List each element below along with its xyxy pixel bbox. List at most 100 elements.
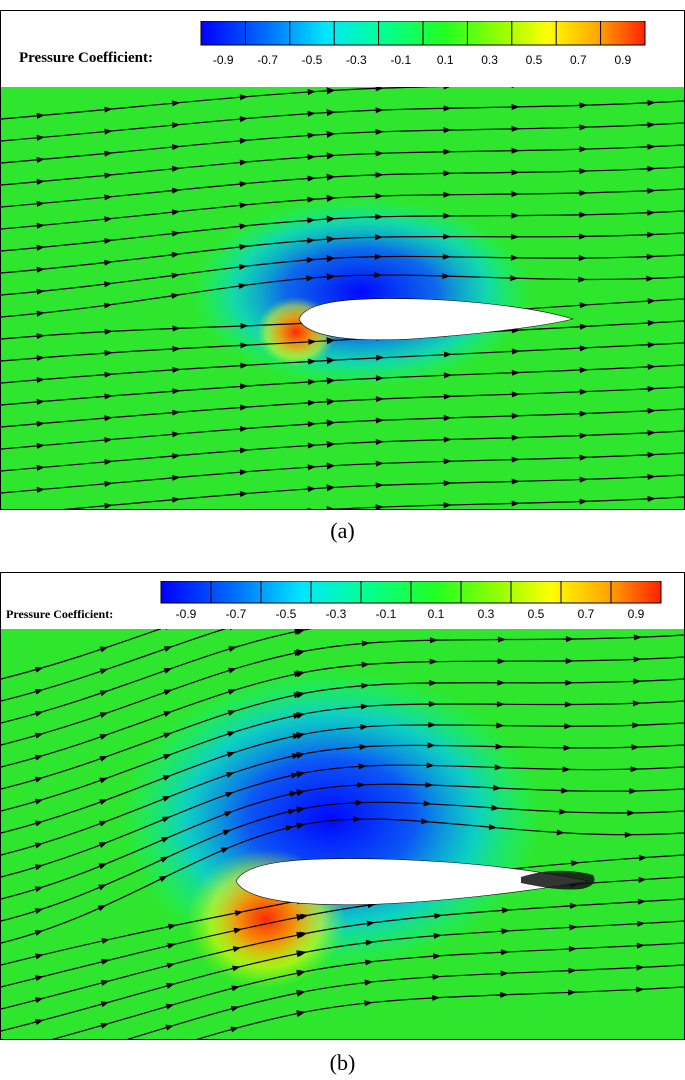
streamline-arrow bbox=[239, 181, 248, 188]
streamline bbox=[1, 144, 684, 186]
streamline-arrow bbox=[36, 310, 45, 317]
streamline-arrow bbox=[97, 905, 107, 912]
streamline-arrow bbox=[172, 100, 181, 107]
streamline-arrow bbox=[292, 733, 301, 740]
streamline-arrow bbox=[375, 107, 384, 114]
streamline-arrow bbox=[289, 791, 298, 798]
streamline-arrow bbox=[647, 320, 656, 326]
streamline-arrow bbox=[361, 640, 371, 647]
streamline-arrow bbox=[579, 146, 588, 153]
streamline-arrow bbox=[163, 711, 173, 717]
streamline-arrow bbox=[565, 636, 574, 643]
streamline-arrow bbox=[299, 931, 308, 938]
streamline-arrow bbox=[290, 772, 300, 779]
streamline-arrow bbox=[35, 997, 44, 1004]
streamline-arrow bbox=[647, 209, 656, 216]
streamline-arrow bbox=[104, 172, 113, 179]
streamline-arrow bbox=[166, 983, 175, 989]
colorbar-tick-label: 0.3 bbox=[481, 53, 498, 67]
streamline-arrow bbox=[443, 372, 452, 379]
streamline-arrow bbox=[433, 953, 442, 960]
streamline bbox=[1, 210, 684, 252]
streamline-arrow bbox=[443, 458, 452, 465]
streamline-arrow bbox=[293, 692, 303, 699]
colorbar-tick-label: -0.5 bbox=[301, 53, 323, 67]
streamline-arrow bbox=[488, 824, 498, 831]
streamline bbox=[1, 408, 684, 450]
streamline-arrow bbox=[239, 469, 249, 476]
streamline-arrow bbox=[98, 842, 108, 848]
streamline-arrow bbox=[36, 464, 45, 471]
streamline-arrow bbox=[104, 350, 113, 357]
streamline-arrow bbox=[239, 244, 248, 250]
streamline-arrow bbox=[357, 782, 366, 789]
streamline-arrow bbox=[104, 458, 113, 465]
streamline-arrow bbox=[36, 200, 45, 207]
streamline-arrow bbox=[375, 482, 384, 489]
streamline-arrow bbox=[34, 666, 44, 673]
streamline-arrow bbox=[104, 150, 113, 157]
streamline-arrow bbox=[239, 404, 249, 411]
streamline-arrow bbox=[36, 486, 45, 493]
streamline-arrow bbox=[36, 266, 45, 273]
streamline-arrow bbox=[360, 723, 369, 730]
streamline-arrow bbox=[361, 682, 370, 689]
streamline-arrow bbox=[432, 994, 441, 1001]
streamline-arrow bbox=[428, 701, 437, 708]
streamline-arrow bbox=[227, 689, 237, 695]
streamline-arrow bbox=[556, 829, 565, 836]
streamline-arrow bbox=[630, 766, 639, 773]
streamline-arrow bbox=[162, 775, 172, 781]
streamline-arrow bbox=[294, 629, 303, 635]
streamline-arrow bbox=[497, 679, 506, 686]
streamline bbox=[1, 166, 684, 208]
streamline-arrow bbox=[306, 275, 315, 282]
streamline-arrow bbox=[375, 234, 384, 241]
streamline-arrow bbox=[428, 721, 437, 728]
streamline-arrow bbox=[35, 975, 44, 982]
streamline-arrow bbox=[307, 175, 316, 182]
streamline-arrow bbox=[34, 886, 44, 893]
streamline-arrow bbox=[511, 348, 520, 355]
streamline-arrow bbox=[161, 816, 171, 823]
streamline-arrow bbox=[374, 272, 383, 279]
streamline-arrow bbox=[171, 292, 180, 299]
streamline-arrow bbox=[571, 860, 580, 867]
streamline-arrow bbox=[98, 884, 107, 891]
streamline-arrow bbox=[579, 367, 588, 374]
streamline bbox=[1, 122, 684, 164]
streamline-arrow bbox=[511, 456, 520, 463]
caption-a: (a) bbox=[330, 518, 355, 543]
airfoil-a bbox=[298, 298, 575, 341]
streamline-arrow bbox=[234, 910, 244, 917]
caption-b: (b) bbox=[329, 1050, 356, 1075]
colorbar-tick-label: -0.7 bbox=[257, 53, 278, 67]
streamline-arrow bbox=[361, 661, 370, 668]
streamline-arrow bbox=[638, 876, 647, 883]
streamline bbox=[1, 232, 684, 274]
streamline bbox=[1, 452, 684, 494]
streamline-arrow bbox=[511, 191, 520, 198]
streamline-arrow bbox=[104, 502, 113, 509]
streamline-arrow bbox=[36, 244, 45, 251]
streamline-arrow bbox=[99, 777, 108, 784]
streamline-arrow bbox=[307, 237, 316, 244]
colorbar-tick-label: -0.3 bbox=[325, 607, 347, 621]
streamline-arrow bbox=[364, 979, 373, 986]
streamline-arrow bbox=[36, 377, 45, 383]
streamline-arrow bbox=[293, 713, 302, 719]
streamline-arrow bbox=[100, 1001, 110, 1008]
streamline bbox=[1, 342, 684, 384]
streamline-arrow bbox=[565, 679, 574, 686]
streamline-arrow bbox=[287, 808, 297, 815]
streamline-arrow bbox=[297, 990, 306, 996]
streamline-arrow bbox=[443, 105, 452, 112]
streamline-arrow bbox=[293, 671, 303, 678]
streamline-arrow bbox=[36, 112, 45, 119]
streamline-arrow bbox=[510, 275, 519, 282]
streamline-arrow bbox=[494, 764, 503, 771]
streamline-arrow bbox=[366, 920, 375, 927]
streamline-arrow bbox=[426, 762, 435, 769]
colorbar-tick-label: -0.1 bbox=[375, 607, 397, 621]
streamline-arrow bbox=[568, 946, 578, 953]
